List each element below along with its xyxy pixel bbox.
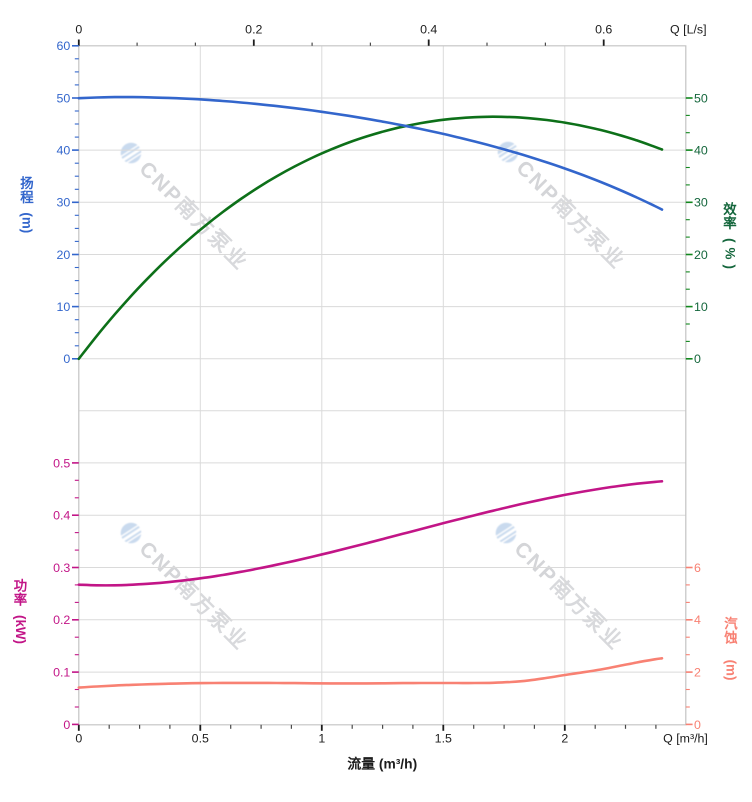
svg-text:(m): (m) [19, 212, 34, 233]
svg-text:30: 30 [57, 196, 71, 210]
svg-text:0.3: 0.3 [53, 561, 70, 575]
svg-text:10: 10 [694, 300, 708, 314]
svg-text:50: 50 [694, 91, 708, 105]
svg-text:蚀: 蚀 [723, 630, 738, 646]
svg-text:Q [L/s]: Q [L/s] [670, 23, 707, 37]
svg-text:1.5: 1.5 [435, 732, 452, 746]
svg-text:0.5: 0.5 [53, 456, 70, 470]
svg-text:0.4: 0.4 [53, 509, 70, 523]
svg-text:60: 60 [57, 39, 71, 53]
svg-text:率: 率 [14, 591, 27, 607]
svg-text:0: 0 [63, 718, 70, 732]
svg-text:0: 0 [75, 732, 82, 746]
svg-text:50: 50 [57, 91, 71, 105]
svg-text:汽: 汽 [724, 616, 738, 632]
svg-text:0.2: 0.2 [245, 23, 262, 37]
svg-text:(m): (m) [723, 660, 738, 681]
svg-text:率: 率 [723, 215, 736, 231]
svg-text:程: 程 [20, 190, 34, 205]
svg-text:Q [m³/h]: Q [m³/h] [663, 732, 708, 746]
svg-text:0.4: 0.4 [420, 23, 437, 37]
svg-text:20: 20 [694, 248, 708, 262]
svg-text:20: 20 [57, 248, 71, 262]
svg-text:效: 效 [723, 201, 737, 217]
svg-text:0.6: 0.6 [595, 23, 612, 37]
svg-text:(kW): (kW) [13, 615, 28, 644]
svg-text:10: 10 [57, 300, 71, 314]
svg-text:2: 2 [694, 666, 701, 680]
svg-text:(%): (%) [722, 238, 737, 274]
svg-text:0.1: 0.1 [53, 666, 70, 680]
svg-text:6: 6 [694, 561, 701, 575]
svg-text:4: 4 [694, 613, 701, 627]
svg-text:30: 30 [694, 196, 708, 210]
svg-text:0.2: 0.2 [53, 613, 70, 627]
svg-text:1: 1 [318, 732, 325, 746]
svg-text:2: 2 [561, 732, 568, 746]
svg-text:扬: 扬 [20, 175, 33, 191]
svg-text:0: 0 [694, 352, 701, 366]
svg-text:流量 (m³/h): 流量 (m³/h) [347, 755, 417, 771]
svg-text:0.5: 0.5 [192, 732, 209, 746]
svg-text:0: 0 [694, 718, 701, 732]
svg-text:40: 40 [694, 144, 708, 158]
svg-text:0: 0 [63, 352, 70, 366]
svg-text:40: 40 [57, 144, 71, 158]
svg-text:0: 0 [75, 23, 82, 37]
svg-text:功: 功 [14, 578, 27, 593]
